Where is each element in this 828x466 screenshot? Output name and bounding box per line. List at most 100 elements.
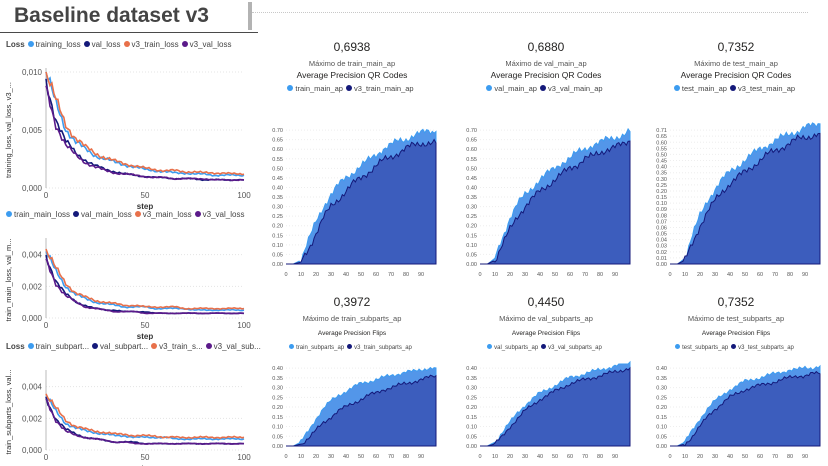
- x-tick-label: 100: [237, 321, 251, 330]
- x-tick-label: 50: [742, 272, 748, 278]
- legend-label: val_subpart...: [100, 342, 149, 351]
- x-tick-label: 40: [343, 272, 349, 278]
- legend-item: v3_test_main_ap: [729, 84, 795, 93]
- legend-title: Loss: [6, 40, 25, 49]
- x-tick-label: 50: [141, 191, 150, 200]
- x-tick-label: 50: [358, 454, 364, 460]
- series-area: [670, 370, 821, 447]
- x-tick-label: 40: [343, 454, 349, 460]
- legend-marker: [123, 41, 130, 47]
- kpi-card-test-subparts-ap[interactable]: 0,7352 Máximo de test_subparts_ap: [646, 295, 826, 323]
- y-tick-label: 0,002: [22, 414, 43, 423]
- loss-chart-1[interactable]: Loss training_loss val_loss v3_train_loss v3…: [0, 40, 258, 210]
- y-tick-label: 0.15: [656, 195, 667, 201]
- ap-chart-train-subparts[interactable]: Average Precision Flips train_subparts_ap…: [262, 330, 442, 464]
- legend-marker: [486, 85, 493, 91]
- y-tick-label: 0,005: [22, 126, 43, 135]
- ap-chart-val-main[interactable]: Average Precision QR Codes val_main_ap v3_…: [456, 70, 636, 280]
- ap-chart-train-main[interactable]: Average Precision QR Codes train_main_ap v…: [262, 70, 442, 280]
- y-tick-label: 0.03: [656, 244, 667, 250]
- y-tick-label: 0.20: [466, 224, 477, 230]
- y-tick-label: 0.30: [272, 205, 283, 211]
- loss-chart-2[interactable]: train_main_loss val_main_loss v3_main_loss…: [0, 210, 258, 340]
- x-tick-label: 50: [552, 272, 558, 278]
- series-area: [480, 140, 631, 265]
- legend-label: val_subparts_ap: [494, 345, 539, 351]
- series-area: [286, 138, 437, 265]
- chart-title: Average Precision Flips: [511, 330, 581, 337]
- y-tick-label: 0.35: [466, 195, 477, 201]
- chart-title: Average Precision QR Codes: [296, 70, 408, 80]
- kpi-card-val-subparts-ap[interactable]: 0,4450 Máximo de val_subparts_ap: [456, 295, 636, 323]
- kpi-card-train-main-ap[interactable]: 0,6938 Máximo de train_main_ap: [262, 40, 442, 68]
- legend-item: train_subparts_ap: [289, 344, 344, 351]
- y-tick-label: 0.35: [466, 376, 477, 382]
- header-divider: [252, 12, 808, 13]
- kpi-value: 0,7352: [717, 295, 755, 309]
- y-tick-label: 0.25: [272, 395, 283, 401]
- ap-chart-val-subparts[interactable]: Average Precision Flips val_subparts_ap v3…: [456, 330, 636, 464]
- x-tick-label: 90: [802, 272, 808, 278]
- x-tick-label: 20: [507, 272, 513, 278]
- kpi-label: Máximo de train_subparts_ap: [302, 314, 402, 323]
- x-tick-label: 80: [597, 272, 603, 278]
- x-tick-label: 20: [697, 454, 703, 460]
- legend-label: v3_train_s...: [159, 342, 203, 351]
- y-tick-label: 0.65: [466, 138, 477, 144]
- y-tick-label: 0.55: [466, 157, 477, 163]
- chart-title: Average Precision Flips: [317, 330, 387, 337]
- x-tick-label: 0: [44, 321, 49, 330]
- x-tick-label: 0: [284, 272, 287, 278]
- ap-chart-svg: 0.00 0.05 0.10 0.15 0.20 0.25 0.30 0.35 0.40 0 10 2…: [656, 364, 821, 460]
- y-tick-label: 0.25: [272, 214, 283, 220]
- legend-label: v3_val_subparts_ap: [548, 345, 602, 351]
- x-tick-label: 50: [742, 454, 748, 460]
- y-tick-label: 0.35: [656, 171, 667, 177]
- loss-chart-svg: 0,000 0,005 0,010 0 50 100 step training_loss, …: [4, 68, 251, 210]
- legend-label: val_main_ap: [494, 84, 537, 93]
- legend-label: v3_train_main_ap: [353, 84, 414, 93]
- ap-chart-test-main[interactable]: Average Precision QR Codes test_main_ap v3…: [646, 70, 826, 280]
- legend-marker: [27, 343, 34, 349]
- x-tick-label: 70: [388, 272, 394, 278]
- kpi-card-train-subparts-ap[interactable]: 0,3972 Máximo de train_subparts_ap: [262, 295, 442, 323]
- x-tick-label: 90: [418, 272, 424, 278]
- chart-title: Average Precision QR Codes: [680, 70, 792, 80]
- y-tick-label: 0.71: [656, 128, 667, 134]
- y-tick-label: 0.05: [466, 434, 477, 440]
- y-tick-label: 0.60: [466, 147, 477, 153]
- chart-legend: train_main_loss val_main_loss v3_main_loss…: [6, 210, 247, 219]
- series-line: [45, 254, 244, 315]
- chart-legend: test_subparts_ap v3_test_subparts_ap: [646, 344, 826, 351]
- title-box: Baseline dataset v3: [8, 2, 252, 30]
- x-tick-label: 70: [582, 454, 588, 460]
- legend-item: v3_val_main_ap: [539, 84, 603, 93]
- y-tick-label: 0.50: [272, 166, 283, 172]
- ap-chart-test-subparts[interactable]: Average Precision Flips test_subparts_ap v…: [646, 330, 826, 464]
- y-tick-label: 0.15: [466, 415, 477, 421]
- y-axis-label: train_subparts_loss, val...: [4, 369, 13, 454]
- x-tick-label: 10: [492, 454, 498, 460]
- y-tick-label: 0.15: [466, 233, 477, 239]
- x-tick-label: 60: [373, 454, 379, 460]
- y-tick-label: 0.09: [656, 207, 667, 213]
- x-tick-label: 60: [567, 454, 573, 460]
- y-tick-label: 0.10: [466, 425, 477, 431]
- y-tick-label: 0.15: [272, 233, 283, 239]
- kpi-card-val-main-ap[interactable]: 0,6880 Máximo de val_main_ap: [456, 40, 636, 68]
- series-area: [286, 374, 437, 447]
- x-tick-label: 100: [237, 191, 251, 200]
- kpi-card-test-main-ap[interactable]: 0,7352 Máximo de test_main_ap: [646, 40, 826, 68]
- legend-marker: [729, 85, 736, 91]
- x-tick-label: 90: [612, 454, 618, 460]
- loss-chart-3[interactable]: Loss train_subpart... val_subpart... v3_tra…: [0, 342, 261, 466]
- x-tick-label: 10: [492, 272, 498, 278]
- chart-legend: train_main_ap v3_train_main_ap: [262, 84, 442, 93]
- legend-label: val_loss: [91, 40, 121, 49]
- legend-item: test_main_ap: [673, 84, 727, 93]
- y-tick-label: 0.00: [272, 262, 283, 268]
- x-axis-label: step: [137, 202, 154, 210]
- y-tick-label: 0.20: [656, 189, 667, 195]
- x-tick-label: 20: [313, 272, 319, 278]
- x-tick-label: 90: [802, 454, 808, 460]
